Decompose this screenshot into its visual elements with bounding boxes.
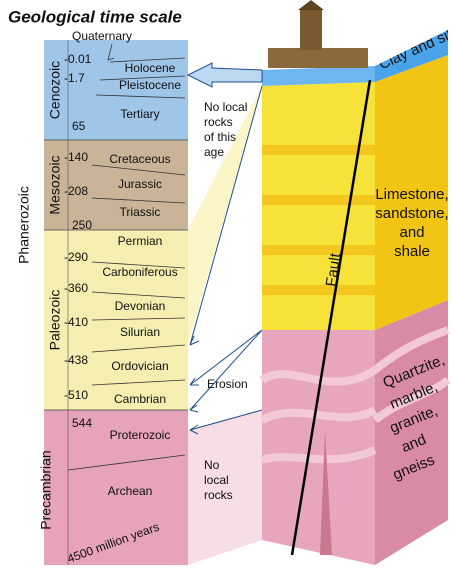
note: rocks bbox=[204, 115, 233, 129]
note: of this bbox=[204, 130, 236, 144]
period-label: Tertiary bbox=[120, 107, 159, 121]
age-label: 250 bbox=[72, 218, 92, 232]
period-label: Carboniferous bbox=[102, 265, 177, 279]
period-label: Silurian bbox=[120, 325, 160, 339]
diagram: Geological time scale Phanerozoic Precamb… bbox=[0, 0, 453, 579]
period-label: Archean bbox=[108, 484, 153, 498]
era-label: Mesozoic bbox=[47, 155, 63, 214]
note: rocks bbox=[204, 488, 233, 502]
rock-label: and bbox=[399, 224, 424, 241]
age-label: -290 bbox=[64, 250, 88, 264]
age-label: 544 bbox=[72, 416, 92, 430]
age-label: -208 bbox=[64, 184, 88, 198]
note: No local bbox=[204, 100, 247, 114]
period-label: Triassic bbox=[120, 205, 161, 219]
eon-label: Phanerozoic bbox=[16, 186, 32, 264]
period-label: Pleistocene bbox=[119, 78, 181, 92]
rock-block bbox=[262, 0, 448, 565]
age-label: -360 bbox=[64, 281, 88, 295]
era-label: Cenozoic bbox=[47, 61, 63, 119]
period-label: Proterozoic bbox=[110, 428, 171, 442]
period-label: Cretaceous bbox=[109, 152, 170, 166]
age-label: -510 bbox=[64, 388, 88, 402]
age-label: -140 bbox=[64, 150, 88, 164]
note: local bbox=[204, 473, 229, 487]
age-label: -0.01 bbox=[64, 52, 92, 66]
rock-label: Limestone, bbox=[375, 186, 448, 203]
age-label: -438 bbox=[64, 353, 88, 367]
period-label: Permian bbox=[118, 234, 163, 248]
era-label: Paleozoic bbox=[47, 290, 63, 351]
period-label: Holocene bbox=[125, 61, 176, 75]
age-label: -410 bbox=[64, 315, 88, 329]
title: Geological time scale bbox=[8, 7, 182, 26]
note: Erosion bbox=[207, 377, 248, 391]
period-label: Jurassic bbox=[118, 177, 162, 191]
note: No bbox=[204, 458, 220, 472]
period-label: Ordovician bbox=[111, 359, 168, 373]
period-label: Quaternary bbox=[72, 29, 132, 43]
note: age bbox=[204, 145, 224, 159]
age-label: -1.7 bbox=[64, 71, 85, 85]
age-label: 65 bbox=[72, 119, 86, 133]
period-label: Cambrian bbox=[114, 392, 166, 406]
eon-label: Precambrian bbox=[38, 450, 54, 529]
rock-label: sandstone, bbox=[375, 205, 448, 222]
rock-label: shale bbox=[394, 243, 430, 260]
period-label: Devonian bbox=[115, 299, 166, 313]
